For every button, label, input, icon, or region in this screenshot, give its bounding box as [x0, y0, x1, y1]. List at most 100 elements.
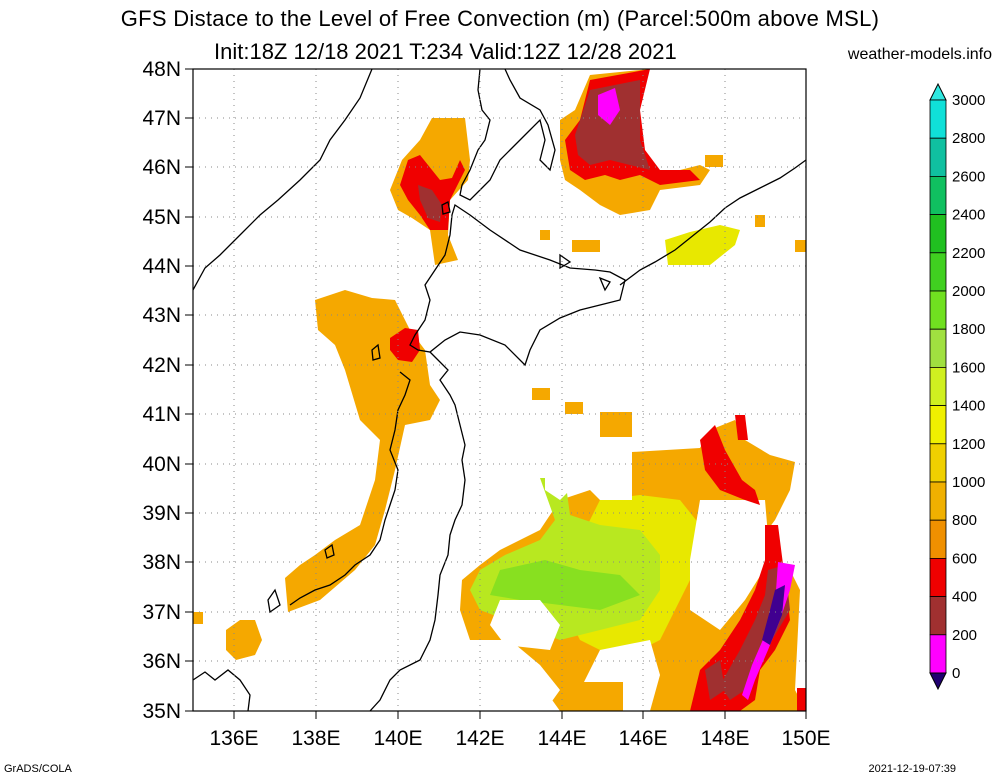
colorbar-swatch	[929, 481, 947, 521]
coastline-mainland	[193, 69, 373, 291]
field-red-region	[700, 425, 760, 505]
field-gap	[545, 440, 632, 500]
coastline-korea	[193, 669, 251, 711]
field-yellow-region	[665, 225, 740, 265]
site-label: weather-models.info	[847, 46, 992, 63]
coastline-sakhalin	[459, 69, 556, 201]
field-green-region	[490, 560, 640, 610]
colorbar-swatch	[929, 175, 947, 215]
lon-label: 136E	[209, 727, 258, 750]
field-brown-region	[705, 660, 725, 700]
coastline-island	[267, 588, 281, 614]
field-orange-region	[572, 240, 600, 252]
field-orange-region	[226, 620, 262, 660]
field-orange-region	[532, 388, 550, 400]
lat-labels: 48N 47N 46N 45N 44N 43N 42N 41N 40N 39N …	[142, 58, 181, 723]
colorbar-swatch	[929, 290, 947, 330]
coastline-kurils	[619, 159, 806, 286]
colorbar-swatch	[929, 443, 947, 483]
field-red-region	[735, 415, 748, 440]
chart-title: GFS Distace to the Level of Free Convect…	[120, 6, 880, 31]
colorbar-swatch	[929, 634, 947, 674]
lon-label: 146E	[618, 727, 667, 750]
field-purple-region	[762, 585, 785, 645]
chart-subtitle: Init:18Z 12/18 2021 T:234 Valid:12Z 12/2…	[214, 39, 677, 64]
field-orange-region	[540, 230, 550, 240]
lat-label: 41N	[142, 403, 181, 426]
colorbar-label: 1200	[952, 436, 985, 453]
lat-label: 40N	[142, 453, 181, 476]
lat-label: 39N	[142, 502, 181, 525]
lon-label: 142E	[455, 727, 504, 750]
colorbar-swatch	[929, 328, 947, 368]
coastline-island	[441, 201, 451, 215]
field-brown-region	[418, 185, 442, 222]
field-orange-region	[565, 402, 583, 414]
lon-label: 144E	[537, 727, 586, 750]
map-frame	[192, 68, 807, 712]
colorbar-label: 1800	[952, 321, 985, 338]
footer-timestamp: 2021-12-19-07:39	[868, 763, 956, 775]
field-orange-region	[705, 155, 723, 167]
colorbar-label: 2000	[952, 283, 985, 300]
lat-label: 43N	[142, 304, 181, 327]
coastline-island	[324, 543, 335, 559]
colorbar-swatch	[929, 519, 947, 559]
field-gap	[470, 640, 560, 711]
colorbar-label: 3000	[952, 92, 985, 109]
coastlines	[193, 69, 806, 711]
lat-label: 42N	[142, 354, 181, 377]
lon-label: 148E	[700, 727, 749, 750]
lon-label: 138E	[291, 727, 340, 750]
lat-label: 37N	[142, 601, 181, 624]
field-gap	[490, 600, 560, 650]
lat-label: 46N	[142, 156, 181, 179]
field-brown-region	[575, 80, 650, 170]
colorbar-swatch	[929, 596, 947, 636]
grid	[193, 69, 806, 711]
colorbar-label: 2600	[952, 168, 985, 185]
lon-label: 140E	[373, 727, 422, 750]
colorbar: 3000280026002400220020001800160014001200…	[929, 82, 985, 691]
field-orange-region	[755, 215, 765, 227]
colorbar-swatch	[929, 558, 947, 598]
footer-credit: GrADS/COLA	[4, 763, 72, 775]
lat-label: 48N	[142, 58, 181, 81]
colorbar-bottom-arrow	[929, 672, 947, 691]
colorbar-label: 800	[952, 512, 977, 529]
colorbar-label: 0	[952, 665, 960, 682]
field-orange-region	[285, 290, 440, 612]
field-orange-region	[795, 240, 806, 252]
coastline-hokkaido	[409, 203, 626, 367]
field-orange-region	[600, 412, 632, 437]
lon-labels: 136E 138E 140E 142E 144E 146E 148E 150E	[209, 727, 830, 750]
field-orange-region	[193, 612, 203, 624]
coastline-island	[371, 343, 381, 361]
colorbar-label: 1600	[952, 359, 985, 376]
field-red-region	[797, 688, 806, 711]
colorbar-label: 2400	[952, 207, 985, 224]
lat-label: 38N	[142, 551, 181, 574]
lat-label: 44N	[142, 255, 181, 278]
colorbar-swatch	[929, 405, 947, 445]
lon-label: 150E	[781, 727, 830, 750]
colorbar-label: 2800	[952, 130, 985, 147]
colorbar-label: 400	[952, 589, 977, 606]
field-magenta-region	[598, 88, 620, 125]
colorbar-label: 1400	[952, 398, 985, 415]
colorbar-swatch	[929, 252, 947, 292]
colorbar-label: 600	[952, 550, 977, 567]
lat-label: 35N	[142, 700, 181, 723]
colorbar-swatch	[929, 99, 947, 139]
colorbar-label: 1000	[952, 474, 985, 491]
lat-label: 47N	[142, 107, 181, 130]
coastline-island	[559, 253, 572, 270]
colorbar-swatch	[929, 137, 947, 177]
field-red-region	[390, 328, 420, 362]
ticks	[185, 68, 807, 719]
colorbar-top-arrow	[929, 82, 947, 101]
coastline-island	[598, 276, 611, 292]
colorbar-swatch	[929, 366, 947, 406]
coastline-honshu	[289, 351, 466, 711]
